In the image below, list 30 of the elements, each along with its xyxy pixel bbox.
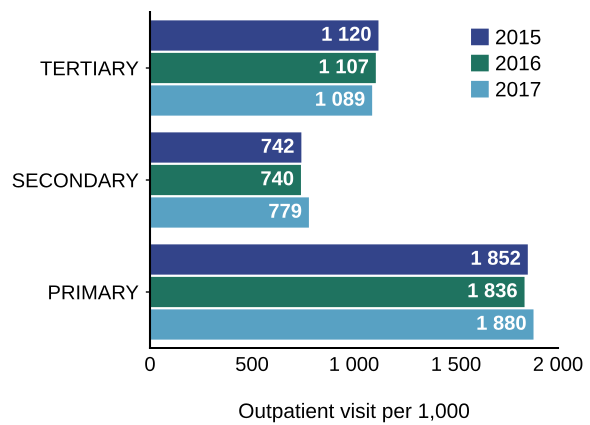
x-tick-label: 1 500 xyxy=(432,356,480,372)
legend-label: 2017 xyxy=(496,82,540,97)
y-tick-label: PRIMARY xyxy=(49,285,138,300)
data-label: 1 836 xyxy=(468,283,517,298)
data-label: 779 xyxy=(269,204,302,218)
data-label: 1 120 xyxy=(322,26,371,41)
data-label: 1 880 xyxy=(477,316,526,330)
bar xyxy=(150,164,301,196)
data-label: 1 089 xyxy=(316,92,364,106)
data-label: 740 xyxy=(261,171,294,186)
y-tick-label: TERTIARY xyxy=(40,61,138,76)
bar xyxy=(150,52,376,84)
bar xyxy=(150,309,534,340)
bar xyxy=(150,197,309,228)
bar xyxy=(150,85,372,116)
bar xyxy=(150,244,528,275)
x-tick-label: 0 xyxy=(145,356,155,372)
y-tick-label: SECONDARY xyxy=(12,173,138,188)
data-label: 742 xyxy=(262,138,294,153)
data-label: 1 107 xyxy=(320,59,368,74)
bar xyxy=(150,132,302,163)
data-label: 1 852 xyxy=(472,250,520,265)
x-axis-title: Outpatient visit per 1,000 xyxy=(239,402,469,422)
bar xyxy=(150,276,525,308)
legend-label: 2016 xyxy=(496,56,540,70)
bar xyxy=(150,20,378,51)
x-tick-label: 1 000 xyxy=(330,356,378,372)
x-tick-label: 2 000 xyxy=(534,356,582,372)
x-tick-label: 500 xyxy=(236,356,268,372)
legend-label: 2015 xyxy=(496,30,540,44)
